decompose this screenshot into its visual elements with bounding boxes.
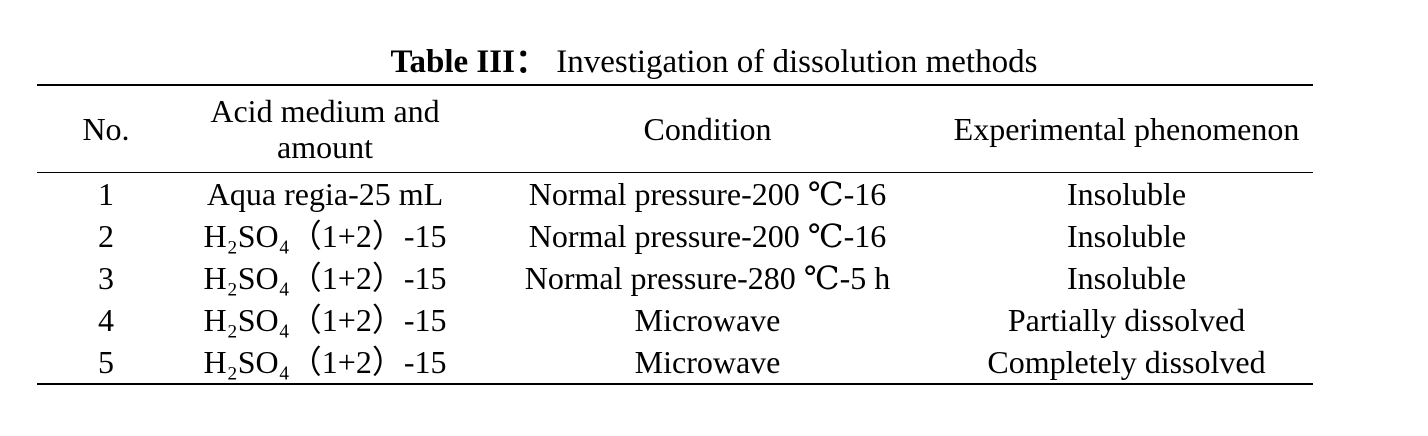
table-cell: H₂SO₄（1+2）-15 bbox=[203, 302, 447, 338]
table-cell: Normal pressure-200 ℃-16 bbox=[528, 176, 887, 212]
table-cell: 2 bbox=[98, 218, 114, 254]
header-cell: No. bbox=[82, 111, 130, 147]
table-cell: Normal pressure-280 ℃-5 h bbox=[524, 260, 891, 296]
table-cell: Insoluble bbox=[1066, 260, 1187, 296]
table-cell: Insoluble bbox=[1066, 176, 1187, 212]
table-cell: 1 bbox=[98, 176, 114, 212]
table-body: 1 Aqua regia-25 mL Normal pressure-200 ℃-1… bbox=[37, 173, 1313, 384]
table-row: 4 H₂SO₄（1+2）-15 Microwave Partially dissolv… bbox=[37, 299, 1313, 341]
table-cell: Insoluble bbox=[1066, 218, 1187, 254]
table-cell: Aqua regia-25 mL bbox=[206, 176, 444, 212]
table-cell: H₂SO₄（1+2）-15 bbox=[203, 260, 447, 296]
table-cell: 3 bbox=[98, 260, 114, 296]
table-cell: Microwave bbox=[634, 344, 781, 380]
table-row: 1 Aqua regia-25 mL Normal pressure-200 ℃-1… bbox=[37, 173, 1313, 216]
table-cell: H₂SO₄（1+2）-15 bbox=[203, 344, 447, 380]
table-cell: Microwave bbox=[634, 302, 781, 338]
table-cell: Normal pressure-200 ℃-16 bbox=[528, 218, 887, 254]
table-row: 2 H₂SO₄（1+2）-15 Normal pressure-200 ℃-16 In… bbox=[37, 215, 1313, 257]
title-label: Table III： bbox=[390, 44, 548, 80]
table-header: No. Acid medium and amount Condition Experi… bbox=[37, 85, 1313, 173]
header-row: No. Acid medium and amount Condition Experi… bbox=[37, 85, 1313, 173]
table-cell: Partially dissolved bbox=[1007, 302, 1246, 338]
table-cell: 5 bbox=[98, 344, 114, 380]
table-row: 5 H₂SO₄（1+2）-15 Microwave Completely dissol… bbox=[37, 341, 1313, 384]
table-cell: Completely dissolved bbox=[987, 344, 1266, 380]
header-cell: Acid medium and amount bbox=[210, 93, 440, 165]
table-cell: 4 bbox=[98, 302, 114, 338]
table: No. Acid medium and amount Condition Experi… bbox=[37, 84, 1313, 385]
table-cell: H₂SO₄（1+2）-15 bbox=[203, 218, 447, 254]
header-cell: Condition bbox=[643, 111, 772, 147]
header-cell: Experimental phenomenon bbox=[953, 111, 1300, 147]
table-row: 3 H₂SO₄（1+2）-15 Normal pressure-280 ℃-5 h I… bbox=[37, 257, 1313, 299]
table-title: Table III： Investigation of dissolution … bbox=[0, 40, 1428, 84]
title-text: Investigation of dissolution methods bbox=[556, 44, 1038, 80]
